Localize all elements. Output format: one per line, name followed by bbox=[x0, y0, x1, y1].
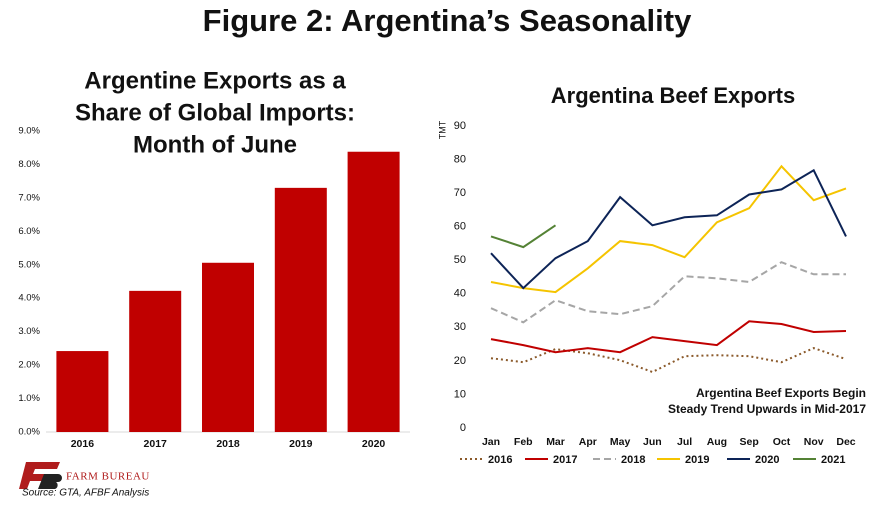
series-line bbox=[490, 261, 846, 324]
logo-icon bbox=[19, 462, 60, 489]
legend-label: 2018 bbox=[621, 454, 645, 466]
logo-icon-b bbox=[38, 474, 62, 489]
x-tick-label: 2017 bbox=[144, 438, 168, 450]
y-tick-label: 80 bbox=[454, 153, 466, 165]
x-tick-label: Jul bbox=[677, 436, 692, 448]
x-tick-label: Sep bbox=[740, 436, 759, 448]
y-tick-label: 90 bbox=[454, 120, 466, 132]
series-line bbox=[490, 164, 847, 294]
x-tick-label: Dec bbox=[836, 436, 855, 448]
legend-label: 2017 bbox=[553, 454, 577, 466]
logo-text: FARM BUREAU bbox=[66, 471, 150, 483]
y-tick-label: 60 bbox=[454, 221, 466, 233]
chart-title: Month of June bbox=[133, 131, 297, 158]
x-tick-label: 2018 bbox=[216, 438, 240, 450]
annotation: Argentina Beef Exports Begin bbox=[696, 386, 866, 400]
x-tick-label: Jan bbox=[482, 436, 500, 448]
y-axis-label: TMT bbox=[437, 120, 447, 139]
x-tick-label: Mar bbox=[546, 436, 565, 448]
bar bbox=[347, 151, 400, 433]
y-tick-label: 6.0% bbox=[18, 226, 40, 237]
bar bbox=[56, 351, 109, 432]
y-tick-label: 30 bbox=[454, 321, 466, 333]
legend-label: 2016 bbox=[488, 454, 512, 466]
figure-title: Figure 2: Argentina’s Seasonality bbox=[203, 3, 692, 38]
y-tick-label: 5.0% bbox=[18, 259, 40, 270]
x-tick-label: Jun bbox=[643, 436, 662, 448]
y-tick-label: 7.0% bbox=[18, 192, 40, 203]
x-tick-label: Nov bbox=[804, 436, 824, 448]
source-note: Source: GTA, AFBF Analysis bbox=[22, 488, 149, 499]
bar bbox=[274, 187, 327, 432]
logo bbox=[19, 462, 62, 489]
x-tick-label: 2020 bbox=[362, 438, 386, 450]
series-line bbox=[490, 224, 557, 249]
y-tick-label: 9.0% bbox=[18, 126, 40, 137]
series-line bbox=[490, 168, 847, 290]
y-tick-label: 50 bbox=[454, 254, 466, 266]
legend-label: 2021 bbox=[821, 454, 845, 466]
x-tick-label: 2019 bbox=[289, 438, 313, 450]
x-tick-label: Oct bbox=[773, 436, 791, 448]
y-tick-label: 1.0% bbox=[18, 393, 40, 404]
x-tick-label: Aug bbox=[707, 436, 727, 448]
legend-label: 2019 bbox=[685, 454, 709, 466]
y-tick-label: 0 bbox=[460, 422, 466, 434]
annotation: Steady Trend Upwards in Mid-2017 bbox=[668, 402, 866, 416]
bar bbox=[202, 262, 254, 432]
y-tick-label: 40 bbox=[454, 288, 466, 300]
y-tick-label: 0.0% bbox=[18, 427, 40, 438]
x-tick-label: Feb bbox=[514, 436, 533, 448]
y-tick-label: 3.0% bbox=[18, 326, 40, 337]
series-line bbox=[490, 347, 847, 374]
y-tick-label: 8.0% bbox=[18, 159, 40, 170]
legend-label: 2020 bbox=[755, 454, 779, 466]
bar bbox=[129, 290, 182, 432]
series-line bbox=[490, 320, 847, 354]
x-tick-label: 2016 bbox=[71, 438, 95, 450]
x-tick-label: Apr bbox=[579, 436, 597, 448]
y-tick-label: 70 bbox=[454, 187, 466, 199]
y-tick-label: 4.0% bbox=[18, 293, 40, 304]
y-tick-label: 2.0% bbox=[18, 360, 40, 371]
chart-title: Argentine Exports as a bbox=[84, 67, 346, 94]
chart-title: Argentina Beef Exports bbox=[551, 83, 796, 108]
y-tick-label: 20 bbox=[454, 355, 466, 367]
chart-title: Share of Global Imports: bbox=[75, 99, 355, 126]
y-tick-label: 10 bbox=[454, 388, 466, 400]
x-tick-label: May bbox=[610, 436, 631, 448]
